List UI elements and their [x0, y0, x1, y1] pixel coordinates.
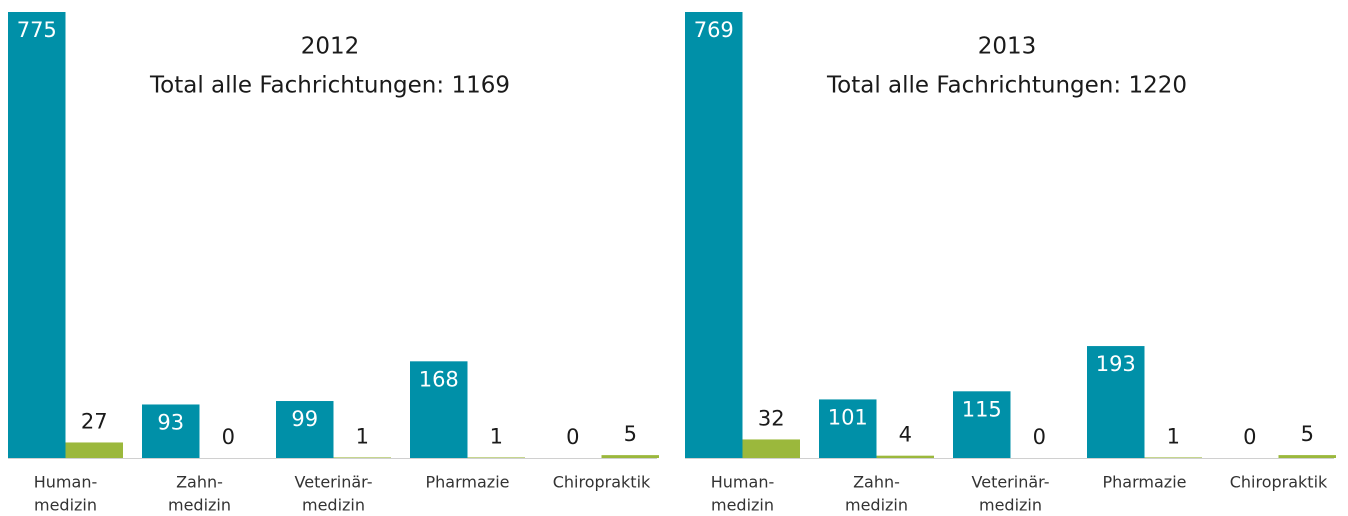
value-label: 0: [222, 425, 235, 449]
value-label: 1: [356, 424, 369, 448]
value-label: 4: [899, 423, 912, 447]
bar: [1278, 455, 1336, 458]
value-label: 1: [1167, 424, 1180, 448]
bar: [467, 457, 525, 458]
value-label: 5: [624, 422, 637, 446]
value-label: 93: [157, 410, 184, 434]
bar: [601, 455, 659, 458]
value-label: 115: [962, 397, 1002, 421]
bar: [819, 399, 877, 458]
value-label: 775: [17, 18, 57, 42]
bar: [142, 404, 200, 458]
bar: [333, 457, 391, 458]
x-tick-label: medizin: [168, 496, 231, 515]
x-tick-label: medizin: [711, 496, 774, 515]
bar: [742, 439, 800, 458]
value-label: 193: [1096, 352, 1136, 376]
x-tick-label: medizin: [979, 496, 1042, 515]
bar: [276, 401, 334, 458]
bar: [410, 361, 468, 458]
x-tick-label: Human-: [711, 473, 774, 492]
chart-title: 2012: [301, 34, 360, 60]
value-label: 5: [1301, 422, 1314, 446]
x-tick-label: Chiropraktik: [553, 473, 651, 492]
x-tick-label: Pharmazie: [426, 473, 510, 492]
x-tick-label: Veterinär-: [295, 473, 373, 492]
bar: [685, 12, 743, 458]
value-label: 1: [490, 424, 503, 448]
x-tick-label: medizin: [845, 496, 908, 515]
x-tick-label: medizin: [302, 496, 365, 515]
x-tick-label: Human-: [34, 473, 97, 492]
bar: [1144, 457, 1202, 458]
bar: [1087, 346, 1145, 458]
value-label: 32: [758, 406, 785, 430]
value-label: 168: [419, 367, 459, 391]
value-label: 0: [1243, 425, 1256, 449]
chart-subtitle: Total alle Fachrichtungen: 1220: [826, 73, 1187, 99]
value-label: 101: [828, 405, 868, 429]
x-tick-label: Veterinär-: [972, 473, 1050, 492]
bar: [876, 455, 934, 458]
x-tick-label: Pharmazie: [1103, 473, 1187, 492]
chart-title: 2013: [978, 34, 1037, 60]
bar: [953, 391, 1011, 458]
x-tick-label: Chiropraktik: [1230, 473, 1328, 492]
x-tick-label: Zahn-: [853, 473, 900, 492]
x-tick-label: Zahn-: [176, 473, 223, 492]
value-label: 0: [566, 425, 579, 449]
chart-subtitle: Total alle Fachrichtungen: 1169: [149, 73, 510, 99]
value-label: 769: [694, 18, 734, 42]
x-tick-label: medizin: [34, 496, 97, 515]
value-label: 27: [81, 409, 108, 433]
value-label: 99: [291, 407, 318, 431]
bar: [8, 12, 66, 458]
bar: [65, 442, 123, 458]
value-label: 0: [1033, 425, 1046, 449]
